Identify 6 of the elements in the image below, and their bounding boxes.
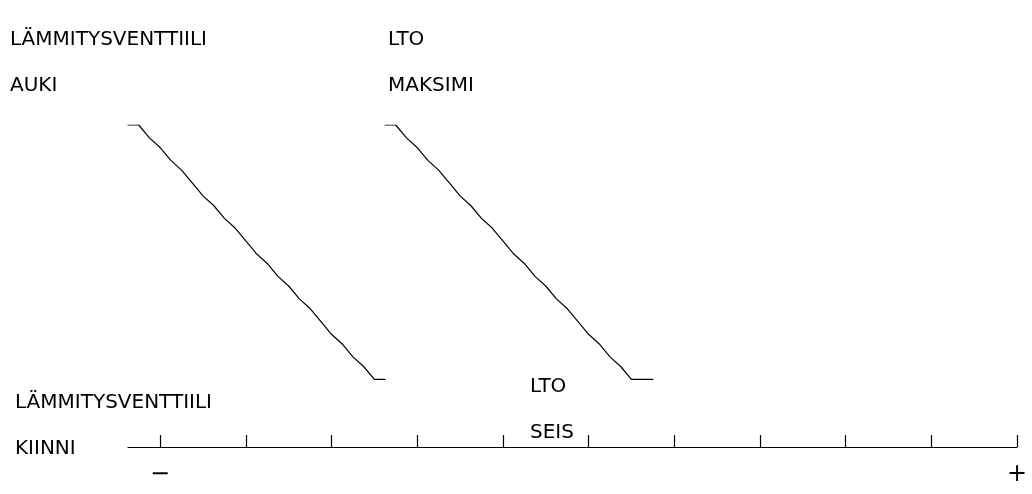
text: LTO MAKSIMI	[388, 26, 474, 96]
text: LÄMMITYSVENTTIILI AUKI	[10, 26, 208, 96]
x-tick-label: −	[150, 459, 171, 487]
x-tick-label: +	[1006, 459, 1028, 487]
annotation: LÄMMITYSVENTTIILI KIINNI	[15, 389, 213, 459]
annotation: LTO SEIS	[530, 373, 574, 443]
